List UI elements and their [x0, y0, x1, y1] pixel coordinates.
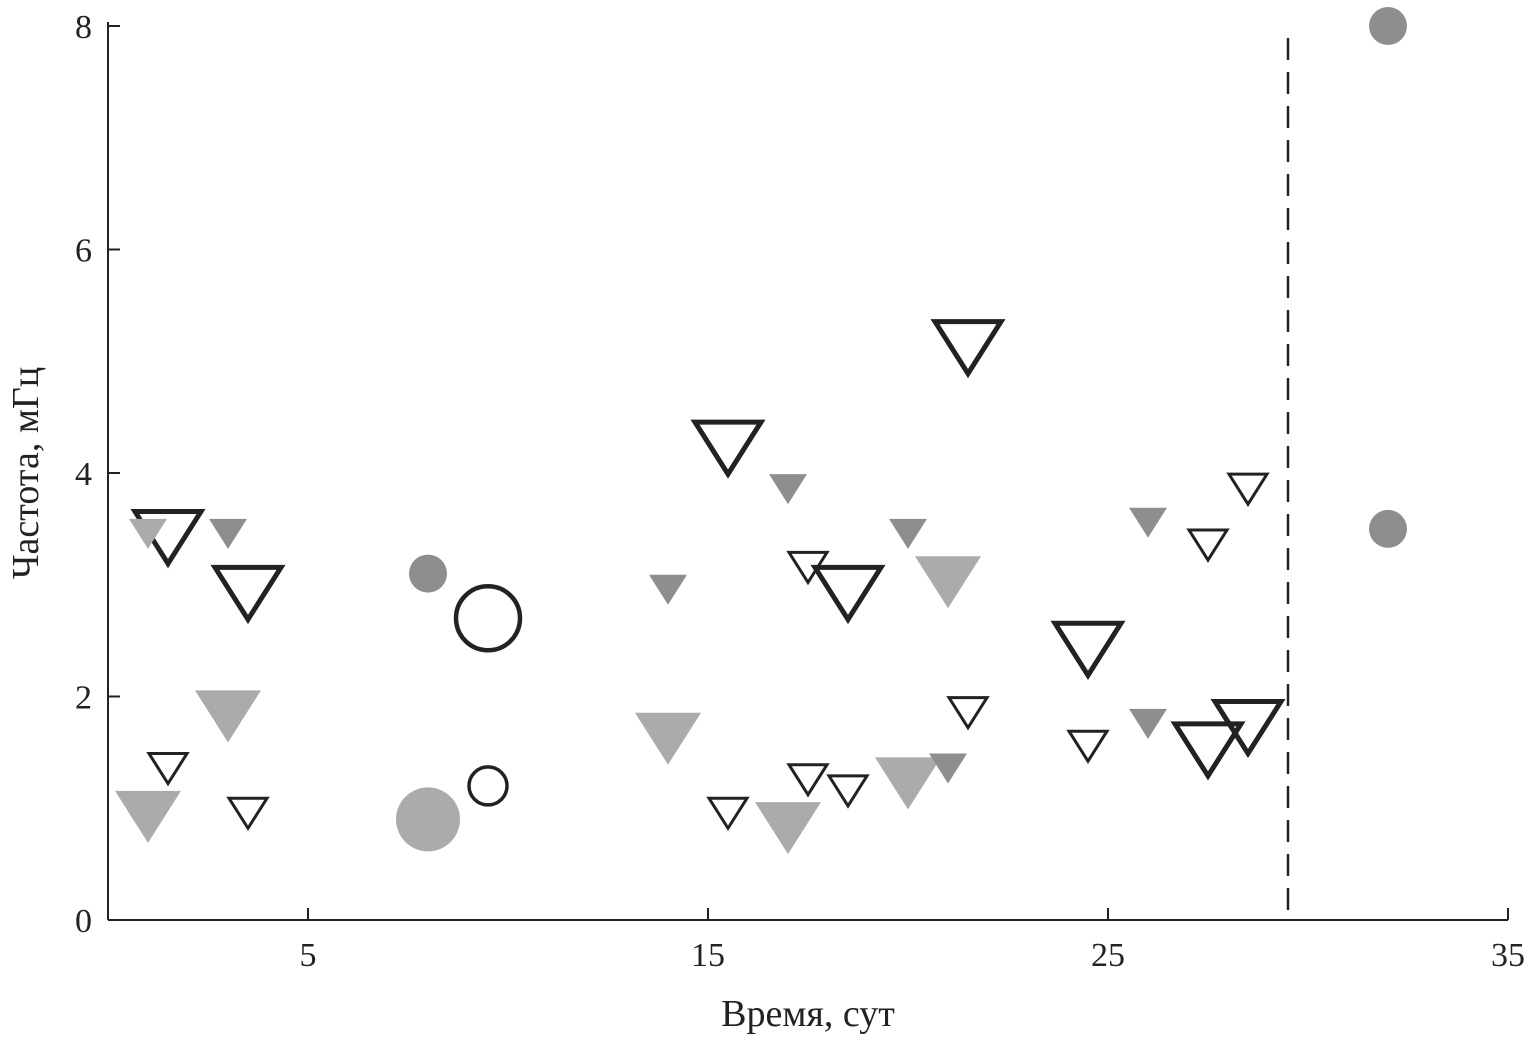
data-point-triangle [915, 556, 981, 609]
data-point-triangle [755, 802, 821, 855]
data-point-triangle [826, 774, 870, 809]
data-point-triangle [786, 763, 830, 798]
data-point-triangle [875, 757, 941, 810]
data-point-triangle [889, 518, 927, 549]
data-point-circle [453, 584, 523, 653]
data-point-triangle [1186, 528, 1230, 563]
data-point-triangle [1050, 620, 1126, 680]
x-axis-title: Время, сут [721, 993, 895, 1035]
y-tick-label: 8 [75, 9, 92, 46]
y-tick-label: 2 [75, 680, 92, 717]
data-point-triangle [226, 796, 270, 832]
data-point-triangle [129, 518, 167, 549]
data-point-triangle [209, 518, 247, 549]
data-point-triangle [946, 696, 990, 731]
data-point-triangle [1226, 472, 1270, 507]
chart-axes [107, 22, 1508, 921]
y-tick-label: 6 [75, 233, 92, 270]
data-point-triangle [1129, 708, 1167, 739]
x-tick-label: 25 [1091, 937, 1125, 974]
x-tick-label: 35 [1491, 937, 1525, 974]
data-point-triangle [769, 474, 807, 505]
data-point-triangle [1210, 699, 1286, 759]
x-tick-label: 15 [691, 937, 725, 974]
data-point-circle [1369, 7, 1407, 45]
data-point-triangle [1066, 729, 1110, 765]
data-point-triangle [635, 712, 701, 765]
data-point-triangle [929, 753, 967, 784]
y-axis-title: Частота, мГц [5, 367, 47, 579]
data-point-triangle [195, 690, 261, 743]
y-tick-label: 0 [75, 903, 92, 940]
x-tick-label: 5 [300, 937, 317, 974]
data-point-triangle [115, 790, 181, 843]
data-point-triangle [690, 419, 766, 479]
data-point-circle [409, 554, 447, 593]
chart-markers [115, 7, 1407, 855]
data-point-triangle [930, 319, 1006, 379]
chart-ticks: 0 2 4 6 8 5 15 25 35 [75, 9, 1525, 974]
data-point-triangle [146, 752, 190, 787]
data-point-circle [467, 765, 509, 807]
data-point-triangle [210, 564, 286, 625]
data-point-triangle [706, 796, 750, 832]
data-point-triangle [1129, 507, 1167, 538]
y-tick-label: 4 [75, 456, 92, 493]
data-point-triangle [649, 574, 687, 605]
data-point-circle [396, 787, 460, 852]
data-point-circle [1369, 509, 1407, 548]
data-point-triangle [810, 564, 886, 625]
data-point-triangle [1170, 721, 1246, 781]
data-point-triangle [786, 550, 830, 586]
